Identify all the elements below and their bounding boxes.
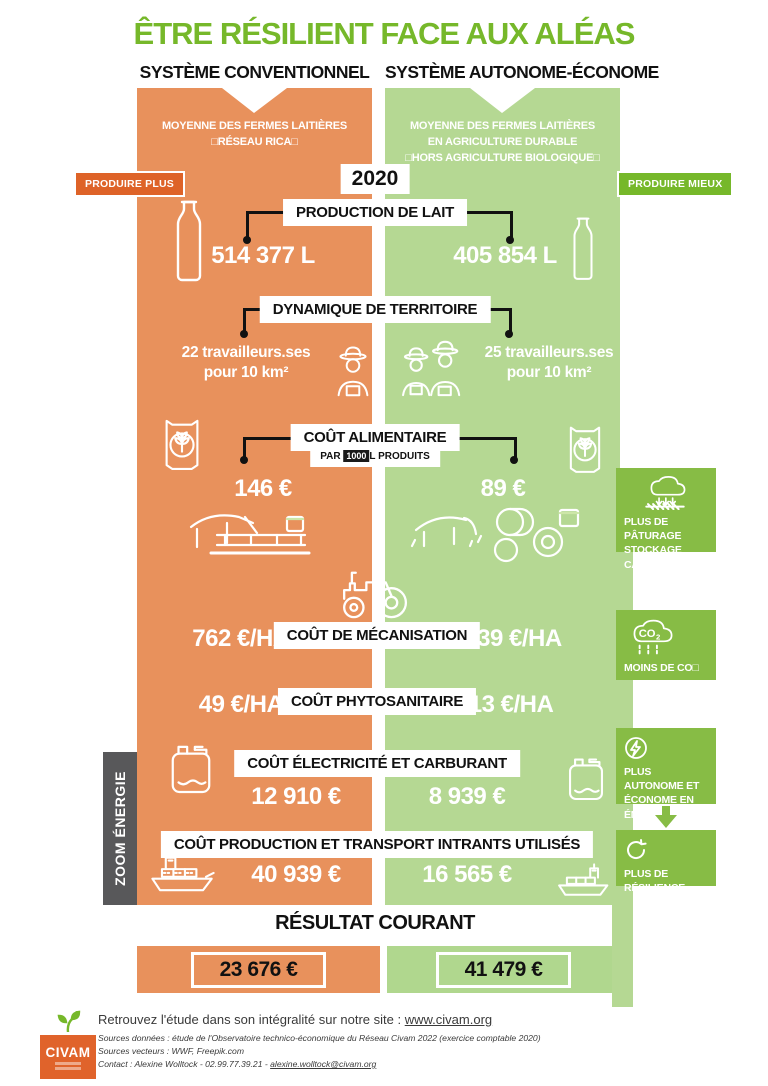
co2-cloud-icon: CO 2 xyxy=(633,619,673,655)
per-1000l-badge: 1000 xyxy=(343,450,370,462)
value-travailleurs-right: 25 travailleurs.ses xyxy=(484,344,614,361)
result-value-right: 41 479 € xyxy=(435,951,572,988)
feed-bag-icon xyxy=(569,426,601,473)
column-header-conventionnel: SYSTÈME CONVENTIONNEL xyxy=(139,62,370,82)
svg-text:2: 2 xyxy=(656,633,661,642)
cargo-ship-icon xyxy=(558,863,609,896)
side-badge-paturage: PLUS DE PÂTURAGE STOCKAGE CARBONE xyxy=(616,468,716,571)
connector-line xyxy=(448,437,517,461)
connector-dot xyxy=(240,330,248,338)
subheader-left: MOYENNE DES FERMES LAITIÈRES □RÉSEAU RIC… xyxy=(161,120,348,148)
value-electricite-left: 12 910 € xyxy=(251,783,341,810)
connector-line xyxy=(246,211,300,241)
value-electricite-right: 8 939 € xyxy=(428,783,506,810)
contact-line: Contact : Alexine Wolltock - 02.99.77.39… xyxy=(98,1058,377,1069)
label-cout-electricite: COÛT ÉLECTRICITÉ ET CARBURANT xyxy=(234,750,520,777)
sources-vecteurs: Sources vecteurs : WWF, Freepik.com xyxy=(98,1045,244,1056)
value-alimentaire-left: 146 € xyxy=(234,475,292,502)
connector-line xyxy=(243,437,305,461)
farmer-icon xyxy=(337,346,369,397)
result-heading: RÉSULTAT COURANT xyxy=(275,912,475,934)
label-cout-intrants: COÛT PRODUCTION ET TRANSPORT INTRANTS UT… xyxy=(160,831,594,858)
subheader-right: MOYENNE DES FERMES LAITIÈRES EN AGRICULT… xyxy=(405,120,600,164)
civam-sprout-icon xyxy=(57,1010,81,1034)
badge-produire-mieux: PRODUIRE MIEUX xyxy=(617,171,734,197)
value-lait-left: 514 377 L xyxy=(211,242,315,269)
year-label: 2020 xyxy=(340,164,410,194)
milk-bottle-icon xyxy=(573,217,593,280)
energy-icon xyxy=(625,737,647,759)
label-dynamique-territoire: DYNAMIQUE DE TERRITOIRE xyxy=(259,296,491,323)
value-alimentaire-right: 89 € xyxy=(480,475,526,502)
site-line: Retrouvez l'étude dans son intégralité s… xyxy=(98,1012,493,1027)
jerrycan-icon xyxy=(171,745,211,794)
farmer-icon xyxy=(402,340,461,397)
connector-dot xyxy=(240,456,248,464)
label-cout-phytosanitaire: COÛT PHYTOSANITAIRE xyxy=(277,688,477,715)
civam-website-link[interactable]: www.civam.org xyxy=(404,1012,493,1027)
result-bar-left: 23 676 € xyxy=(137,946,380,993)
connector-dot xyxy=(243,236,251,244)
footer: Retrouvez l'étude dans son intégralité s… xyxy=(98,1012,658,1071)
connector-dot xyxy=(506,236,514,244)
side-badge-energie: PLUS AUTONOME ET ÉCONOME EN ÉNERGIE xyxy=(616,728,716,821)
down-arrow-icon xyxy=(655,806,677,828)
rain-cloud-soil-icon xyxy=(645,476,686,510)
page-title: ÊTRE RÉSILIENT FACE AUX ALÉAS xyxy=(133,16,636,51)
connector-line xyxy=(452,211,513,241)
feed-bag-icon xyxy=(165,419,199,471)
cargo-ship-icon xyxy=(151,851,215,892)
label-cout-alimentaire: COÛT ALIMENTAIRE xyxy=(290,424,460,451)
column-header-autonome: SYSTÈME AUTONOME-ÉCONOME xyxy=(385,62,659,82)
value-mecanisation-right: 539 €/HA xyxy=(464,625,562,652)
sources-donnees: Sources données : étude de l'Observatoir… xyxy=(98,1033,541,1043)
tractor-icon xyxy=(343,571,408,619)
milk-bottle-icon xyxy=(176,200,202,282)
result-value-left: 23 676 € xyxy=(190,951,327,988)
jerrycan-icon xyxy=(568,758,604,801)
connector-dot xyxy=(510,456,518,464)
badge-produire-plus: PRODUIRE PLUS xyxy=(74,171,185,197)
zoom-energie-band: ZOOM ÉNERGIE xyxy=(103,752,137,905)
value-phytosanitaire-right: 13 €/HA xyxy=(468,691,554,718)
side-badge-co2: CO 2 MOINS DE CO□ xyxy=(616,610,716,680)
value-phytosanitaire-left: 49 €/HA xyxy=(198,691,284,718)
label-cout-alimentaire-sub: PAR 1000 L PRODUITS xyxy=(310,450,440,467)
result-bar-right: 41 479 € xyxy=(387,946,620,993)
resilience-icon xyxy=(627,839,647,859)
label-cout-mecanisation: COÛT DE MÉCANISATION xyxy=(273,622,481,649)
contact-email-link[interactable]: alexine.wolltock@civam.org xyxy=(270,1058,377,1069)
value-intrants-right: 16 565 € xyxy=(422,861,512,888)
value-intrants-left: 40 939 € xyxy=(251,861,341,888)
value-travailleurs-left-2: pour 10 km² xyxy=(203,364,289,381)
grazing-cow-bales-icon xyxy=(410,507,580,563)
civam-logo-text: CIVAM xyxy=(45,1044,91,1060)
cow-trough-icon xyxy=(189,514,311,555)
value-travailleurs-left: 22 travailleurs.ses xyxy=(181,344,311,361)
label-production-lait: PRODUCTION DE LAIT xyxy=(283,199,467,226)
civam-logo: CIVAM xyxy=(40,1010,96,1079)
zoom-energie-label: ZOOM ÉNERGIE xyxy=(112,771,128,886)
value-lait-right: 405 854 L xyxy=(453,242,557,269)
svg-text:CO: CO xyxy=(639,628,656,640)
connector-dot xyxy=(505,330,513,338)
side-badge-resilience: PLUS DE RÉSILIENCE xyxy=(616,830,716,894)
value-travailleurs-right-2: pour 10 km² xyxy=(506,364,592,381)
